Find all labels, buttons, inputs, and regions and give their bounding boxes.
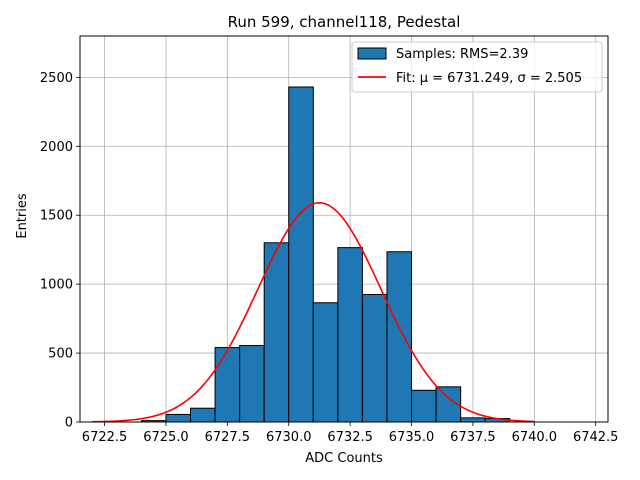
x-tick-label: 6730.0 (266, 430, 312, 445)
histogram-bar (411, 389, 437, 423)
histogram-bar (312, 302, 339, 423)
axes-frame (79, 35, 609, 423)
histogram-bar (165, 413, 192, 423)
legend: Samples: RMS=2.39 Fit: μ = 6731.249, σ =… (351, 41, 603, 93)
y-tick-label: 1500 (40, 209, 73, 224)
y-tick-label: 2000 (40, 140, 73, 155)
x-tick-label: 6732.5 (327, 430, 373, 445)
histogram-bar (288, 86, 314, 423)
legend-label-fit: Fit: μ = 6731.249, σ = 2.505 (396, 71, 582, 86)
legend-label-samples: Samples: RMS=2.39 (396, 47, 528, 62)
y-axis-ticks: 0 500 1000 1500 2000 2500 (40, 71, 80, 431)
x-tick-label: 6740.0 (512, 430, 558, 445)
histogram-bar (337, 247, 363, 423)
y-tick-label: 1000 (40, 278, 73, 293)
legend-swatch-samples (357, 47, 387, 60)
histogram-bar (214, 347, 241, 423)
fit-curve (92, 202, 535, 423)
histogram-bar (239, 344, 265, 423)
x-tick-label: 6735.0 (389, 430, 435, 445)
fit-curve-group (92, 202, 535, 423)
x-tick-label: 6725.0 (143, 430, 189, 445)
chart-title: Run 599, channel118, Pedestal (228, 13, 461, 31)
y-tick-label: 0 (65, 416, 73, 431)
y-axis-label: Entries (15, 193, 30, 239)
y-tick-label: 500 (48, 347, 73, 362)
histogram-bars (140, 86, 511, 423)
x-tick-label: 6722.5 (82, 430, 128, 445)
x-tick-label: 6742.5 (573, 430, 619, 445)
x-axis-label: ADC Counts (305, 451, 383, 466)
histogram-bar (190, 407, 216, 423)
x-tick-label: 6737.5 (450, 430, 496, 445)
histogram-bar (263, 242, 290, 423)
y-tick-label: 2500 (40, 71, 73, 86)
histogram-bar (386, 251, 413, 423)
x-tick-label: 6727.5 (205, 430, 251, 445)
histogram-bar (460, 417, 486, 423)
legend-box (351, 41, 603, 93)
x-axis-ticks: 6722.5 6725.0 6727.5 6730.0 6732.5 6735.0 6737… (82, 422, 619, 445)
histogram-bar (361, 293, 388, 423)
